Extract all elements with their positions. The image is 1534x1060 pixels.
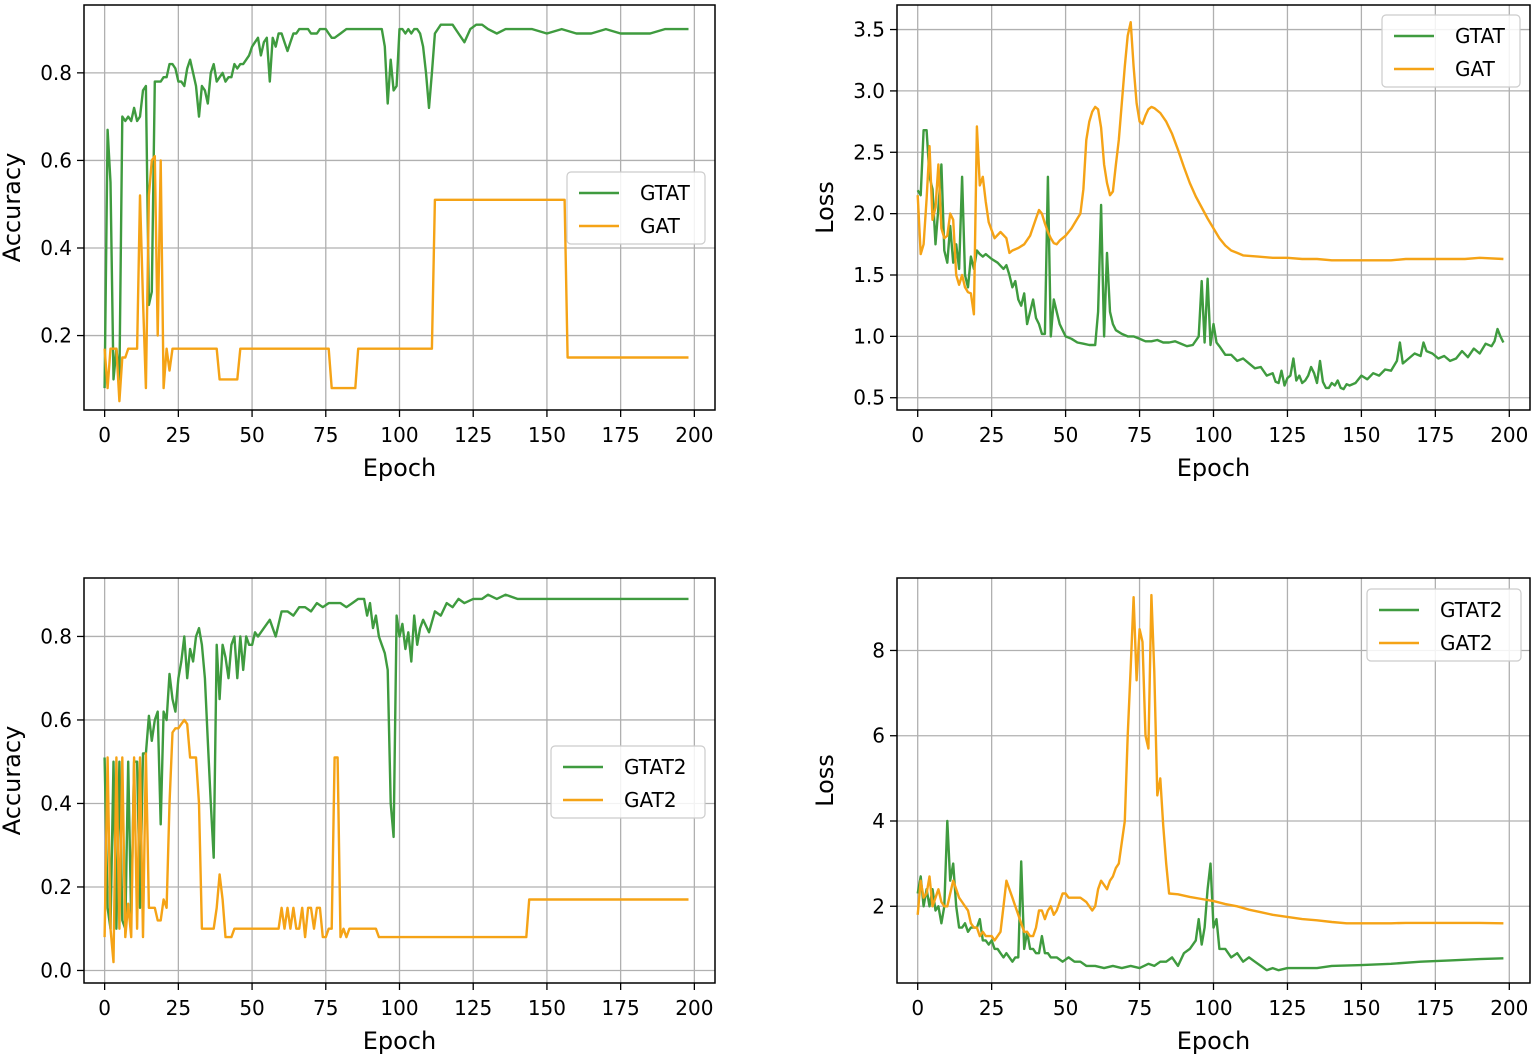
legend-label-gtat: GTAT (1455, 24, 1506, 48)
y-tick-label: 8 (872, 638, 885, 662)
x-tick-label: 50 (239, 996, 264, 1020)
legend: GTAT GAT (1381, 14, 1521, 88)
legend-label-gtat2: GTAT2 (624, 755, 687, 779)
x-tick-label: 125 (454, 996, 492, 1020)
y-tick-label: 1.0 (853, 324, 885, 348)
y-tick-label: 0.2 (40, 324, 72, 348)
x-tick-label: 175 (602, 996, 640, 1020)
x-tick-label: 125 (1268, 996, 1306, 1020)
x-tick-label: 50 (1053, 996, 1078, 1020)
x-tick-label: 125 (454, 423, 492, 447)
y-tick-label: 1.5 (853, 263, 885, 287)
x-tick-label: 75 (1127, 423, 1152, 447)
x-tick-label: 100 (380, 423, 418, 447)
x-axis-label: Epoch (363, 454, 437, 482)
y-tick-label: 0.6 (40, 708, 72, 732)
x-tick-label: 150 (1342, 423, 1380, 447)
y-tick-label: 3.5 (853, 18, 885, 42)
series-line-gtat2 (916, 819, 1504, 972)
chart-2: 0 25 50 75 100 125 150 175 200 0.5 1.0 1.5 2.0 2.5 3.0… (811, 4, 1531, 482)
x-tick-label: 75 (1127, 996, 1152, 1020)
x-tick-label: 25 (166, 996, 191, 1020)
x-tick-label: 200 (675, 996, 713, 1020)
legend-label-gat2: GAT2 (1440, 631, 1493, 655)
x-tick-label: 0 (911, 423, 924, 447)
x-tick-label: 50 (1053, 423, 1078, 447)
y-axis-label: Accuracy (0, 726, 26, 836)
x-tick-label: 125 (1268, 423, 1306, 447)
series-line-gtat (103, 23, 689, 389)
x-tick-label: 175 (602, 423, 640, 447)
x-axis-label: Epoch (1177, 1027, 1251, 1055)
chart-3: 0 25 50 75 100 125 150 175 200 0.0 0.2 0.4 0.6 0.8 Epo… (0, 577, 716, 1055)
x-tick-label: 200 (675, 423, 713, 447)
series-line-gat2 (916, 593, 1504, 942)
x-tick-label: 100 (380, 996, 418, 1020)
x-tick-label: 25 (166, 423, 191, 447)
x-tick-label: 100 (1194, 996, 1232, 1020)
x-tick-label: 175 (1416, 996, 1454, 1020)
x-tick-label: 75 (313, 423, 338, 447)
x-tick-label: 0 (98, 996, 111, 1020)
x-tick-label: 100 (1194, 423, 1232, 447)
x-tick-label: 50 (239, 423, 264, 447)
x-tick-label: 75 (313, 996, 338, 1020)
x-tick-label: 200 (1490, 996, 1528, 1020)
series-line-gat (916, 21, 1504, 316)
y-tick-label: 0.0 (40, 958, 72, 982)
y-axis-label: Accuracy (0, 153, 26, 263)
x-tick-label: 200 (1490, 423, 1528, 447)
legend-label-gat2: GAT2 (624, 788, 677, 812)
chart-1: 0 25 50 75 100 125 150 175 200 0.2 0.4 0.6 0.8 Epoch A… (0, 4, 716, 482)
legend: GTAT2 GAT2 (550, 745, 706, 819)
x-tick-label: 0 (911, 996, 924, 1020)
x-tick-label: 175 (1416, 423, 1454, 447)
y-tick-label: 2.0 (853, 202, 885, 226)
series-line-gat (103, 154, 689, 403)
y-tick-label: 0.2 (40, 875, 72, 899)
y-axis-label: Loss (811, 754, 839, 807)
x-tick-label: 150 (528, 423, 566, 447)
legend-label-gat: GAT (1455, 57, 1496, 81)
y-axis-label: Loss (811, 181, 839, 234)
legend: GTAT2 GAT2 (1366, 588, 1522, 662)
y-tick-label: 3.0 (853, 79, 885, 103)
x-tick-label: 25 (979, 423, 1004, 447)
x-axis-label: Epoch (1177, 454, 1251, 482)
x-axis-label: Epoch (363, 1027, 437, 1055)
x-tick-label: 25 (979, 996, 1004, 1020)
y-tick-label: 0.4 (40, 236, 72, 260)
series-line-gtat2 (103, 593, 689, 930)
y-tick-label: 6 (872, 724, 885, 748)
series-line-gat2 (103, 718, 689, 964)
legend-label-gtat: GTAT (640, 181, 691, 205)
y-tick-label: 0.8 (40, 624, 72, 648)
legend-label-gtat2: GTAT2 (1440, 598, 1503, 622)
y-tick-label: 0.6 (40, 148, 72, 172)
y-tick-label: 0.8 (40, 61, 72, 85)
x-tick-label: 150 (528, 996, 566, 1020)
y-tick-label: 0.4 (40, 791, 72, 815)
chart-4: 0 25 50 75 100 125 150 175 200 2 4 6 8 Epoch Loss GTAT2… (811, 577, 1531, 1055)
y-tick-label: 2.5 (853, 140, 885, 164)
legend: GTAT GAT (566, 171, 706, 245)
series-line-gtat (916, 129, 1505, 391)
x-tick-label: 0 (98, 423, 111, 447)
y-tick-label: 2 (872, 894, 885, 918)
x-tick-label: 150 (1342, 996, 1380, 1020)
y-tick-label: 4 (872, 809, 885, 833)
legend-label-gat: GAT (640, 214, 681, 238)
y-tick-label: 0.5 (853, 386, 885, 410)
